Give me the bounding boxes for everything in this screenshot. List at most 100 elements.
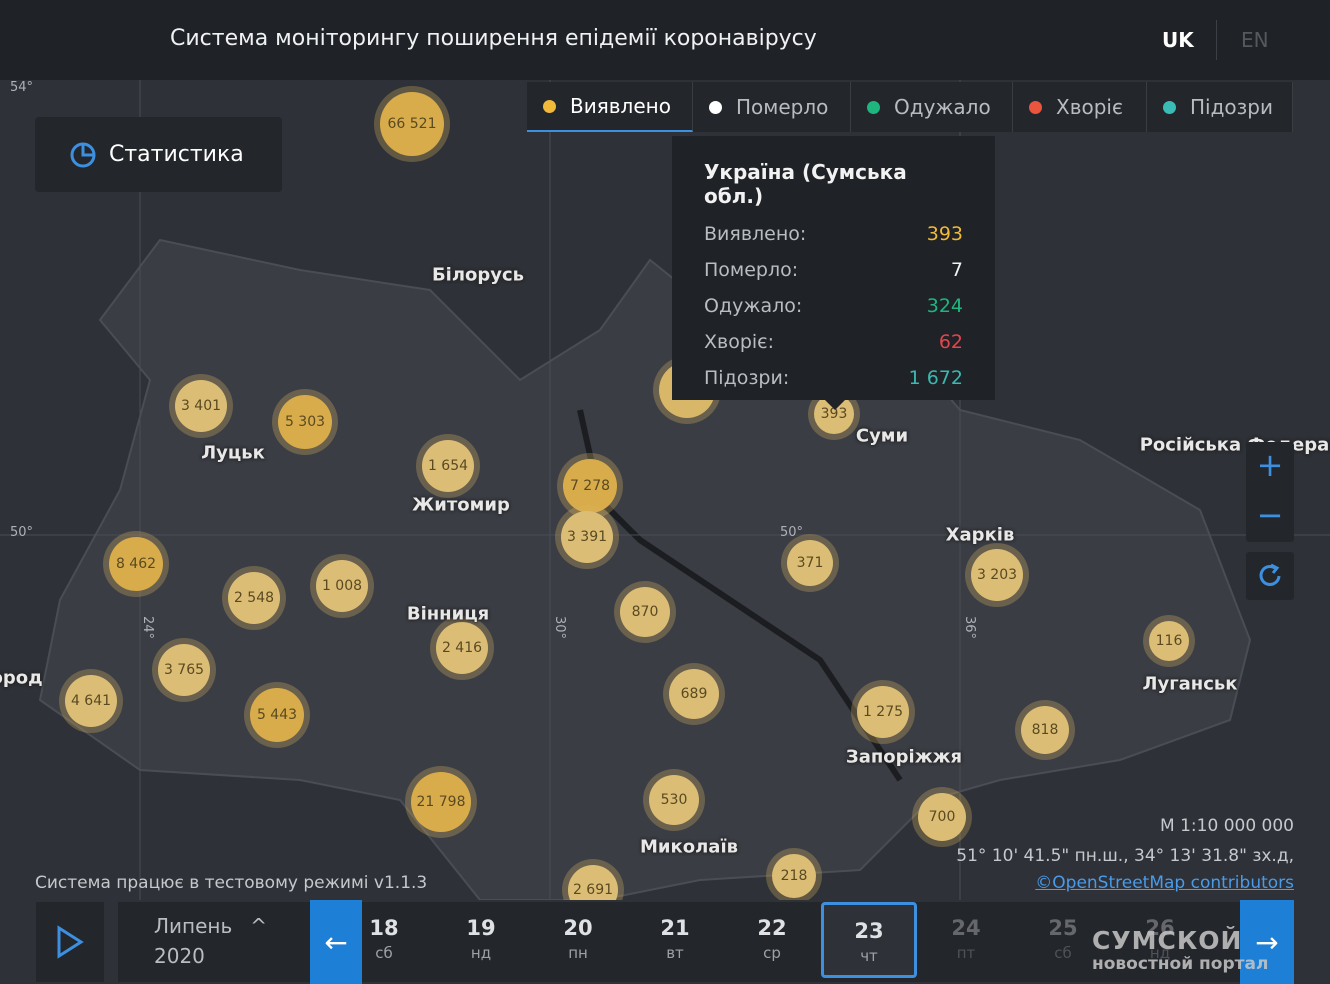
tab-label: Підозри	[1190, 95, 1273, 119]
cluster[interactable]: 870	[620, 587, 670, 637]
cluster[interactable]: 530	[649, 775, 699, 825]
month-picker[interactable]: Липень ^ 2020	[118, 902, 310, 982]
tooltip: Україна (Сумська обл.) Виявлено: 393 Помер…	[672, 136, 995, 400]
cluster[interactable]: 371	[787, 540, 833, 586]
weekday: ср	[763, 944, 781, 962]
cluster[interactable]: 3 391	[561, 511, 613, 563]
tooltip-row: Одужало: 324	[704, 288, 963, 324]
cluster[interactable]: 21 798	[411, 772, 471, 832]
tooltip-row: Підозри: 1 672	[704, 360, 963, 396]
cluster[interactable]: 2 548	[228, 572, 280, 624]
cluster[interactable]: 2 691	[568, 865, 618, 900]
day-number: 23	[854, 919, 884, 943]
tab-label: Хворіє	[1056, 95, 1123, 119]
tab[interactable]: Підозри	[1147, 82, 1293, 132]
tab-dot	[709, 100, 722, 114]
weekday: чт	[860, 947, 878, 965]
cluster[interactable]: 1 654	[422, 440, 474, 492]
chevron: ^	[250, 914, 268, 938]
cluster[interactable]: 700	[918, 793, 966, 841]
place-label: Житомир	[412, 494, 510, 516]
cluster[interactable]: 218	[772, 854, 816, 898]
day-number: 22	[757, 916, 787, 940]
tooltip-title: Україна (Сумська обл.)	[704, 160, 907, 208]
place-label: Ужгород	[0, 667, 43, 689]
next-button[interactable]: →	[1240, 900, 1294, 984]
cluster[interactable]: 1 008	[316, 560, 368, 612]
stats-button[interactable]: Статистика	[35, 117, 282, 192]
cluster[interactable]: 1 275	[857, 686, 909, 738]
zoom-control: + −	[1246, 442, 1294, 542]
tab-dot	[867, 100, 880, 114]
cluster[interactable]: 4 641	[65, 675, 117, 727]
cluster[interactable]: 3 401	[175, 380, 227, 432]
day[interactable]: 18 сб	[362, 902, 432, 978]
grid-label: 50°	[10, 525, 34, 540]
row-value: 1 672	[908, 367, 963, 389]
tab[interactable]: Померло	[693, 82, 851, 132]
zoom-in[interactable]: +	[1256, 446, 1284, 484]
tab[interactable]: Одужало	[851, 82, 1013, 132]
coordinates: 51° 10' 41.5" пн.ш., 34° 13' 31.8" зх.д,	[956, 846, 1294, 866]
day-number: 26	[1145, 916, 1175, 940]
cluster[interactable]: 5 303	[278, 395, 332, 449]
day[interactable]: 24 пт	[918, 902, 1014, 978]
month: Липень ^	[154, 914, 310, 938]
cluster[interactable]: 689	[669, 669, 719, 719]
app-title: Система моніторингу поширення епідемії к…	[170, 26, 817, 51]
place-label: Вінниця	[406, 603, 490, 625]
tab-label: Померло	[736, 95, 829, 119]
tab[interactable]: Виявлено	[527, 82, 693, 132]
weekday: сб	[375, 944, 393, 962]
row-label: Виявлено:	[704, 223, 807, 245]
day[interactable]: 25 сб	[1015, 902, 1111, 978]
place-label: Суми	[855, 425, 909, 447]
cluster[interactable]: 116	[1149, 621, 1189, 661]
tab-dot	[1029, 100, 1042, 114]
cluster[interactable]: 3 203	[971, 549, 1023, 601]
grid-label: 24°	[140, 615, 156, 640]
day-number: 24	[951, 916, 981, 940]
place-label: Запоріжжя	[845, 746, 963, 768]
day[interactable]: 23 чт	[821, 902, 917, 978]
place-label: Луцьк	[201, 442, 265, 464]
grid-label: 36°	[962, 615, 978, 640]
day[interactable]: 22 ср	[724, 902, 820, 978]
tab[interactable]: Хворіє	[1013, 82, 1147, 132]
day[interactable]: 21 вт	[627, 902, 723, 978]
zoom-out[interactable]: −	[1256, 496, 1284, 534]
day-number: 19	[466, 916, 496, 940]
play-button[interactable]	[36, 902, 104, 982]
cluster[interactable]: 3 765	[158, 644, 210, 696]
cluster[interactable]: 2 416	[436, 622, 488, 674]
watermark-title: СУМСКОЙ	[1092, 926, 1243, 955]
map	[0, 80, 1330, 900]
country-shape	[38, 238, 1252, 900]
reset-button[interactable]	[1246, 552, 1294, 600]
day[interactable]: 26 нд	[1112, 902, 1208, 978]
lang-uk[interactable]: UK	[1162, 28, 1194, 52]
place-label: Білорусь	[431, 264, 525, 286]
weekday: нд	[470, 944, 492, 962]
tab-label: Одужало	[894, 95, 991, 119]
day-number: 20	[563, 916, 593, 940]
tooltip-row: Хворіє: 62	[704, 324, 963, 360]
row-label: Підозри:	[704, 367, 790, 389]
attribution-link[interactable]: ©OpenStreetMap contributors	[1035, 873, 1294, 893]
divider	[1216, 20, 1217, 60]
lang-en[interactable]: EN	[1241, 28, 1269, 52]
cluster[interactable]: 7 278	[563, 459, 617, 513]
day[interactable]: 20 пн	[530, 902, 626, 978]
cluster[interactable]: 5 443	[250, 688, 304, 742]
day[interactable]: 19 нд	[433, 902, 529, 978]
year: 2020	[154, 944, 205, 968]
row-label: Померло:	[704, 259, 799, 281]
prev-button[interactable]: ←	[310, 900, 362, 984]
tab-dot	[543, 99, 556, 113]
tooltip-rows: Виявлено: 393 Померло: 7 Одужало: 324 Хворіє: 6…	[704, 216, 963, 396]
cluster[interactable]: 818	[1021, 706, 1069, 754]
cluster[interactable]: 8 462	[109, 537, 163, 591]
month-label: Липень	[154, 914, 233, 938]
weekday: нд	[1149, 944, 1171, 962]
cluster[interactable]: 66 521	[380, 92, 444, 156]
